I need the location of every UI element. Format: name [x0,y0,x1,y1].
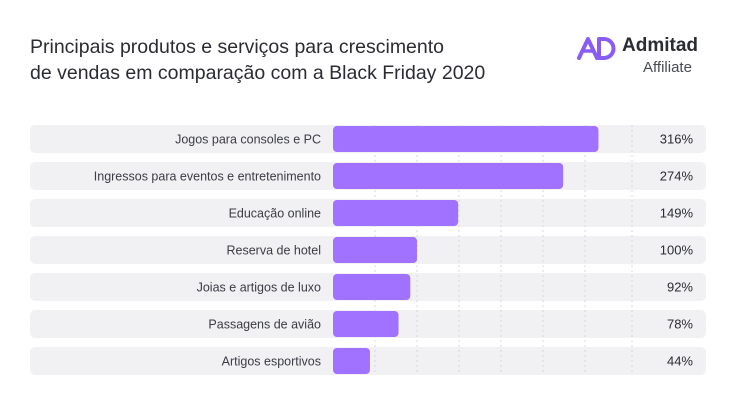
chart-title: Principais produtos e serviços para cres… [30,34,485,86]
value-label: 316% [660,132,694,147]
bar [333,163,564,189]
category-label: Ingressos para eventos e entretenimento [94,170,321,184]
value-label: 44% [667,354,693,369]
bar [333,237,417,263]
category-label: Artigos esportivos [222,355,321,369]
category-label: Joias e artigos de luxo [197,281,321,295]
value-label: 78% [667,317,693,332]
category-label: Jogos para consoles e PC [175,133,321,147]
category-label: Educação online [229,207,321,221]
bar [333,274,411,300]
value-label: 92% [667,280,693,295]
bar [333,348,370,374]
brand-name: Admitad [622,35,698,56]
bar [333,126,599,152]
value-label: 274% [660,169,694,184]
brand-subtitle: Affiliate [643,59,692,76]
chart-title-line-2: de vendas em comparação com a Black Frid… [30,62,486,84]
admitad-logo-icon [577,37,616,60]
bar [333,311,399,337]
value-label: 149% [660,206,694,221]
chart-title-line-1: Principais produtos e serviços para cres… [30,36,445,58]
value-label: 100% [660,243,694,258]
category-label: Reserva de hotel [226,244,321,258]
bar [333,200,459,226]
category-label: Passagens de avião [208,318,321,332]
